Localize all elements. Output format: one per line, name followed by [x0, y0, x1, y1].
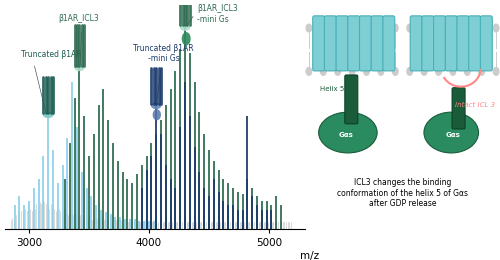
FancyBboxPatch shape — [383, 16, 395, 71]
Ellipse shape — [152, 109, 161, 120]
Text: Truncated β1AR: Truncated β1AR — [20, 50, 81, 59]
FancyBboxPatch shape — [422, 16, 434, 71]
Circle shape — [306, 23, 312, 33]
Circle shape — [348, 23, 356, 33]
FancyBboxPatch shape — [480, 16, 492, 71]
Text: Gαs: Gαs — [446, 132, 460, 138]
Circle shape — [435, 67, 442, 76]
FancyBboxPatch shape — [336, 16, 348, 71]
Circle shape — [334, 67, 341, 76]
FancyBboxPatch shape — [457, 16, 469, 71]
Circle shape — [320, 23, 327, 33]
Circle shape — [492, 67, 500, 76]
Circle shape — [450, 23, 456, 33]
FancyBboxPatch shape — [468, 16, 480, 71]
Text: β1AR_ICL3: β1AR_ICL3 — [58, 14, 98, 23]
Circle shape — [348, 67, 356, 76]
Circle shape — [306, 67, 312, 76]
FancyBboxPatch shape — [348, 16, 360, 71]
FancyBboxPatch shape — [434, 16, 446, 71]
Ellipse shape — [182, 32, 190, 46]
Circle shape — [450, 67, 456, 76]
Circle shape — [435, 23, 442, 33]
Circle shape — [392, 23, 399, 33]
Text: Helix 5: Helix 5 — [320, 86, 344, 92]
Ellipse shape — [74, 64, 85, 71]
Circle shape — [378, 23, 384, 33]
Circle shape — [464, 67, 471, 76]
Circle shape — [378, 67, 384, 76]
FancyBboxPatch shape — [452, 88, 465, 129]
Circle shape — [320, 67, 327, 76]
Circle shape — [492, 23, 500, 33]
Circle shape — [363, 23, 370, 33]
FancyBboxPatch shape — [312, 16, 324, 71]
Circle shape — [334, 23, 341, 33]
Ellipse shape — [318, 112, 377, 153]
Ellipse shape — [43, 111, 54, 118]
Circle shape — [420, 23, 428, 33]
Text: m/z: m/z — [300, 251, 320, 260]
Ellipse shape — [151, 102, 162, 109]
FancyBboxPatch shape — [446, 16, 457, 71]
FancyBboxPatch shape — [360, 16, 372, 71]
Text: ICL3 changes the binding
conformation of the helix 5 of Gαs
after GDP release: ICL3 changes the binding conformation of… — [337, 178, 468, 208]
FancyBboxPatch shape — [371, 16, 383, 71]
Text: Intact ICL 3: Intact ICL 3 — [455, 101, 495, 108]
Ellipse shape — [424, 112, 478, 153]
Circle shape — [392, 67, 399, 76]
Text: Gαs: Gαs — [338, 132, 353, 138]
FancyBboxPatch shape — [324, 16, 336, 71]
FancyBboxPatch shape — [410, 16, 422, 71]
FancyBboxPatch shape — [345, 75, 358, 124]
Text: Truncated β1AR
-mini Gs: Truncated β1AR -mini Gs — [133, 44, 194, 63]
Circle shape — [406, 67, 413, 76]
Circle shape — [406, 23, 413, 33]
Circle shape — [464, 23, 471, 33]
Circle shape — [420, 67, 428, 76]
Text: β1AR_ICL3
-mini Gs: β1AR_ICL3 -mini Gs — [197, 4, 237, 24]
Ellipse shape — [180, 24, 190, 31]
Circle shape — [478, 23, 485, 33]
Circle shape — [478, 67, 485, 76]
Circle shape — [363, 67, 370, 76]
